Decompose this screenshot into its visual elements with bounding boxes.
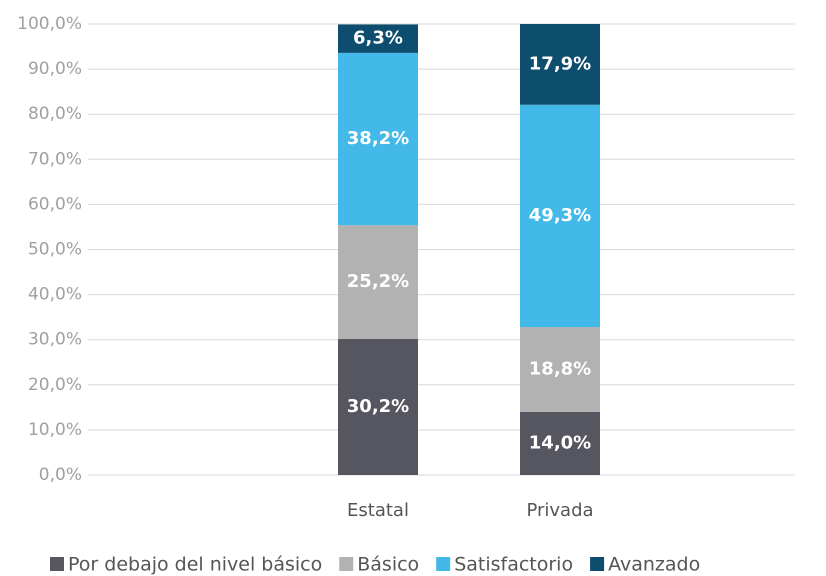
y-tick-label: 0,0% bbox=[39, 465, 82, 485]
legend-label: Básico bbox=[357, 554, 419, 576]
bar-segment bbox=[520, 24, 600, 105]
y-tick-label: 20,0% bbox=[28, 375, 82, 395]
data-label: 49,3% bbox=[529, 205, 591, 226]
y-tick-label: 50,0% bbox=[28, 240, 82, 260]
y-tick-label: 70,0% bbox=[28, 149, 82, 169]
bar-segment bbox=[338, 24, 418, 53]
legend-label: Por debajo del nivel básico bbox=[68, 554, 322, 576]
data-label: 14,0% bbox=[529, 432, 591, 453]
y-tick-label: 60,0% bbox=[28, 194, 82, 214]
bar-segment bbox=[520, 411, 600, 475]
data-label: 30,2% bbox=[347, 396, 409, 417]
legend-label: Satisfactorio bbox=[454, 554, 573, 576]
y-tick-label: 100,0% bbox=[17, 14, 82, 34]
legend-swatch bbox=[339, 557, 354, 571]
data-label: 38,2% bbox=[347, 128, 409, 149]
legend-swatch bbox=[590, 557, 605, 571]
y-tick-label: 90,0% bbox=[28, 59, 82, 79]
y-tick-label: 40,0% bbox=[28, 285, 82, 305]
legend-label: Avanzado bbox=[608, 554, 700, 576]
y-tick-label: 80,0% bbox=[28, 104, 82, 124]
x-tick-label: Privada bbox=[526, 500, 593, 521]
y-tick-label: 30,0% bbox=[28, 330, 82, 350]
data-label: 18,8% bbox=[529, 358, 591, 379]
legend-swatch bbox=[436, 557, 451, 571]
data-label: 25,2% bbox=[347, 271, 409, 292]
x-tick-label: Estatal bbox=[347, 500, 409, 521]
legend-swatch bbox=[50, 557, 64, 571]
data-label: 17,9% bbox=[529, 53, 591, 74]
bar-segment bbox=[520, 104, 600, 328]
bar-segment bbox=[520, 327, 600, 412]
bar-segment bbox=[338, 225, 418, 339]
bar-segment bbox=[338, 52, 418, 226]
y-tick-label: 10,0% bbox=[28, 420, 82, 440]
data-label: 6,3% bbox=[353, 28, 403, 49]
bar-segment bbox=[338, 338, 418, 475]
